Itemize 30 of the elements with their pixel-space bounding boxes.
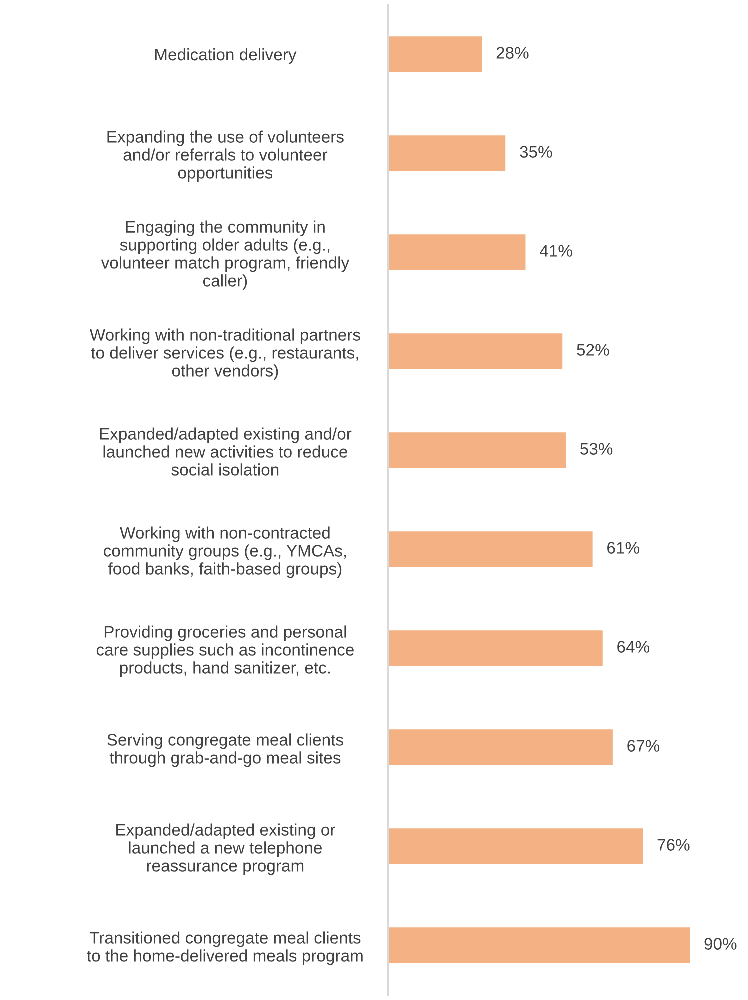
data-label: 28%: [496, 47, 529, 59]
y-tick-label: Working with non-contracted community groups (e.g., YMCAs, food banks, faith-based groups): [104, 526, 346, 578]
y-tick-label: Medication delivery: [155, 48, 297, 64]
y-tick-label: Expanding the use of volunteers and/or referrals to volunteer opportunities: [108, 130, 344, 182]
y-tick-label: Expanded/adapted existing and/or launched new activities to reduce social isolation: [100, 428, 352, 476]
data-label: 76%: [658, 839, 690, 851]
y-tick-label: Working with non-traditional partners to deliver services (e.g., restaurants, other vendors): [90, 328, 360, 380]
y-tick-label: Engaging the community in supporting older adults (e.g., volunteer match program, friendly caller): [101, 220, 350, 290]
bar: [388, 36, 482, 72]
data-label: 67%: [628, 740, 660, 752]
bar: [388, 630, 603, 666]
data-label: 61%: [608, 542, 640, 554]
y-tick-label: Providing groceries and personal care supplies such as incontinence products, hand sanitizer, etc.: [96, 626, 354, 678]
bar: [388, 828, 644, 864]
bar: [388, 334, 563, 370]
bar: [388, 730, 613, 766]
y-tick-label: Expanded/adapted existing or launched a new telephone reassurance program: [116, 824, 336, 876]
data-label: 53%: [580, 443, 613, 455]
data-label: 52%: [577, 344, 610, 356]
bar: [388, 234, 526, 270]
bar: [388, 928, 690, 964]
data-label: 90%: [704, 938, 737, 950]
y-tick-label: Serving congregate meal clients through grab-and-go meal sites: [108, 734, 344, 768]
bar: [388, 532, 593, 568]
y-tick-label: Transitioned congregate meal clients to the home-delivered meals program: [87, 932, 363, 966]
data-label: 41%: [540, 245, 572, 257]
bar: [388, 136, 506, 172]
bar: [388, 432, 566, 468]
data-label: 35%: [520, 146, 552, 158]
data-label: 64%: [618, 641, 650, 653]
